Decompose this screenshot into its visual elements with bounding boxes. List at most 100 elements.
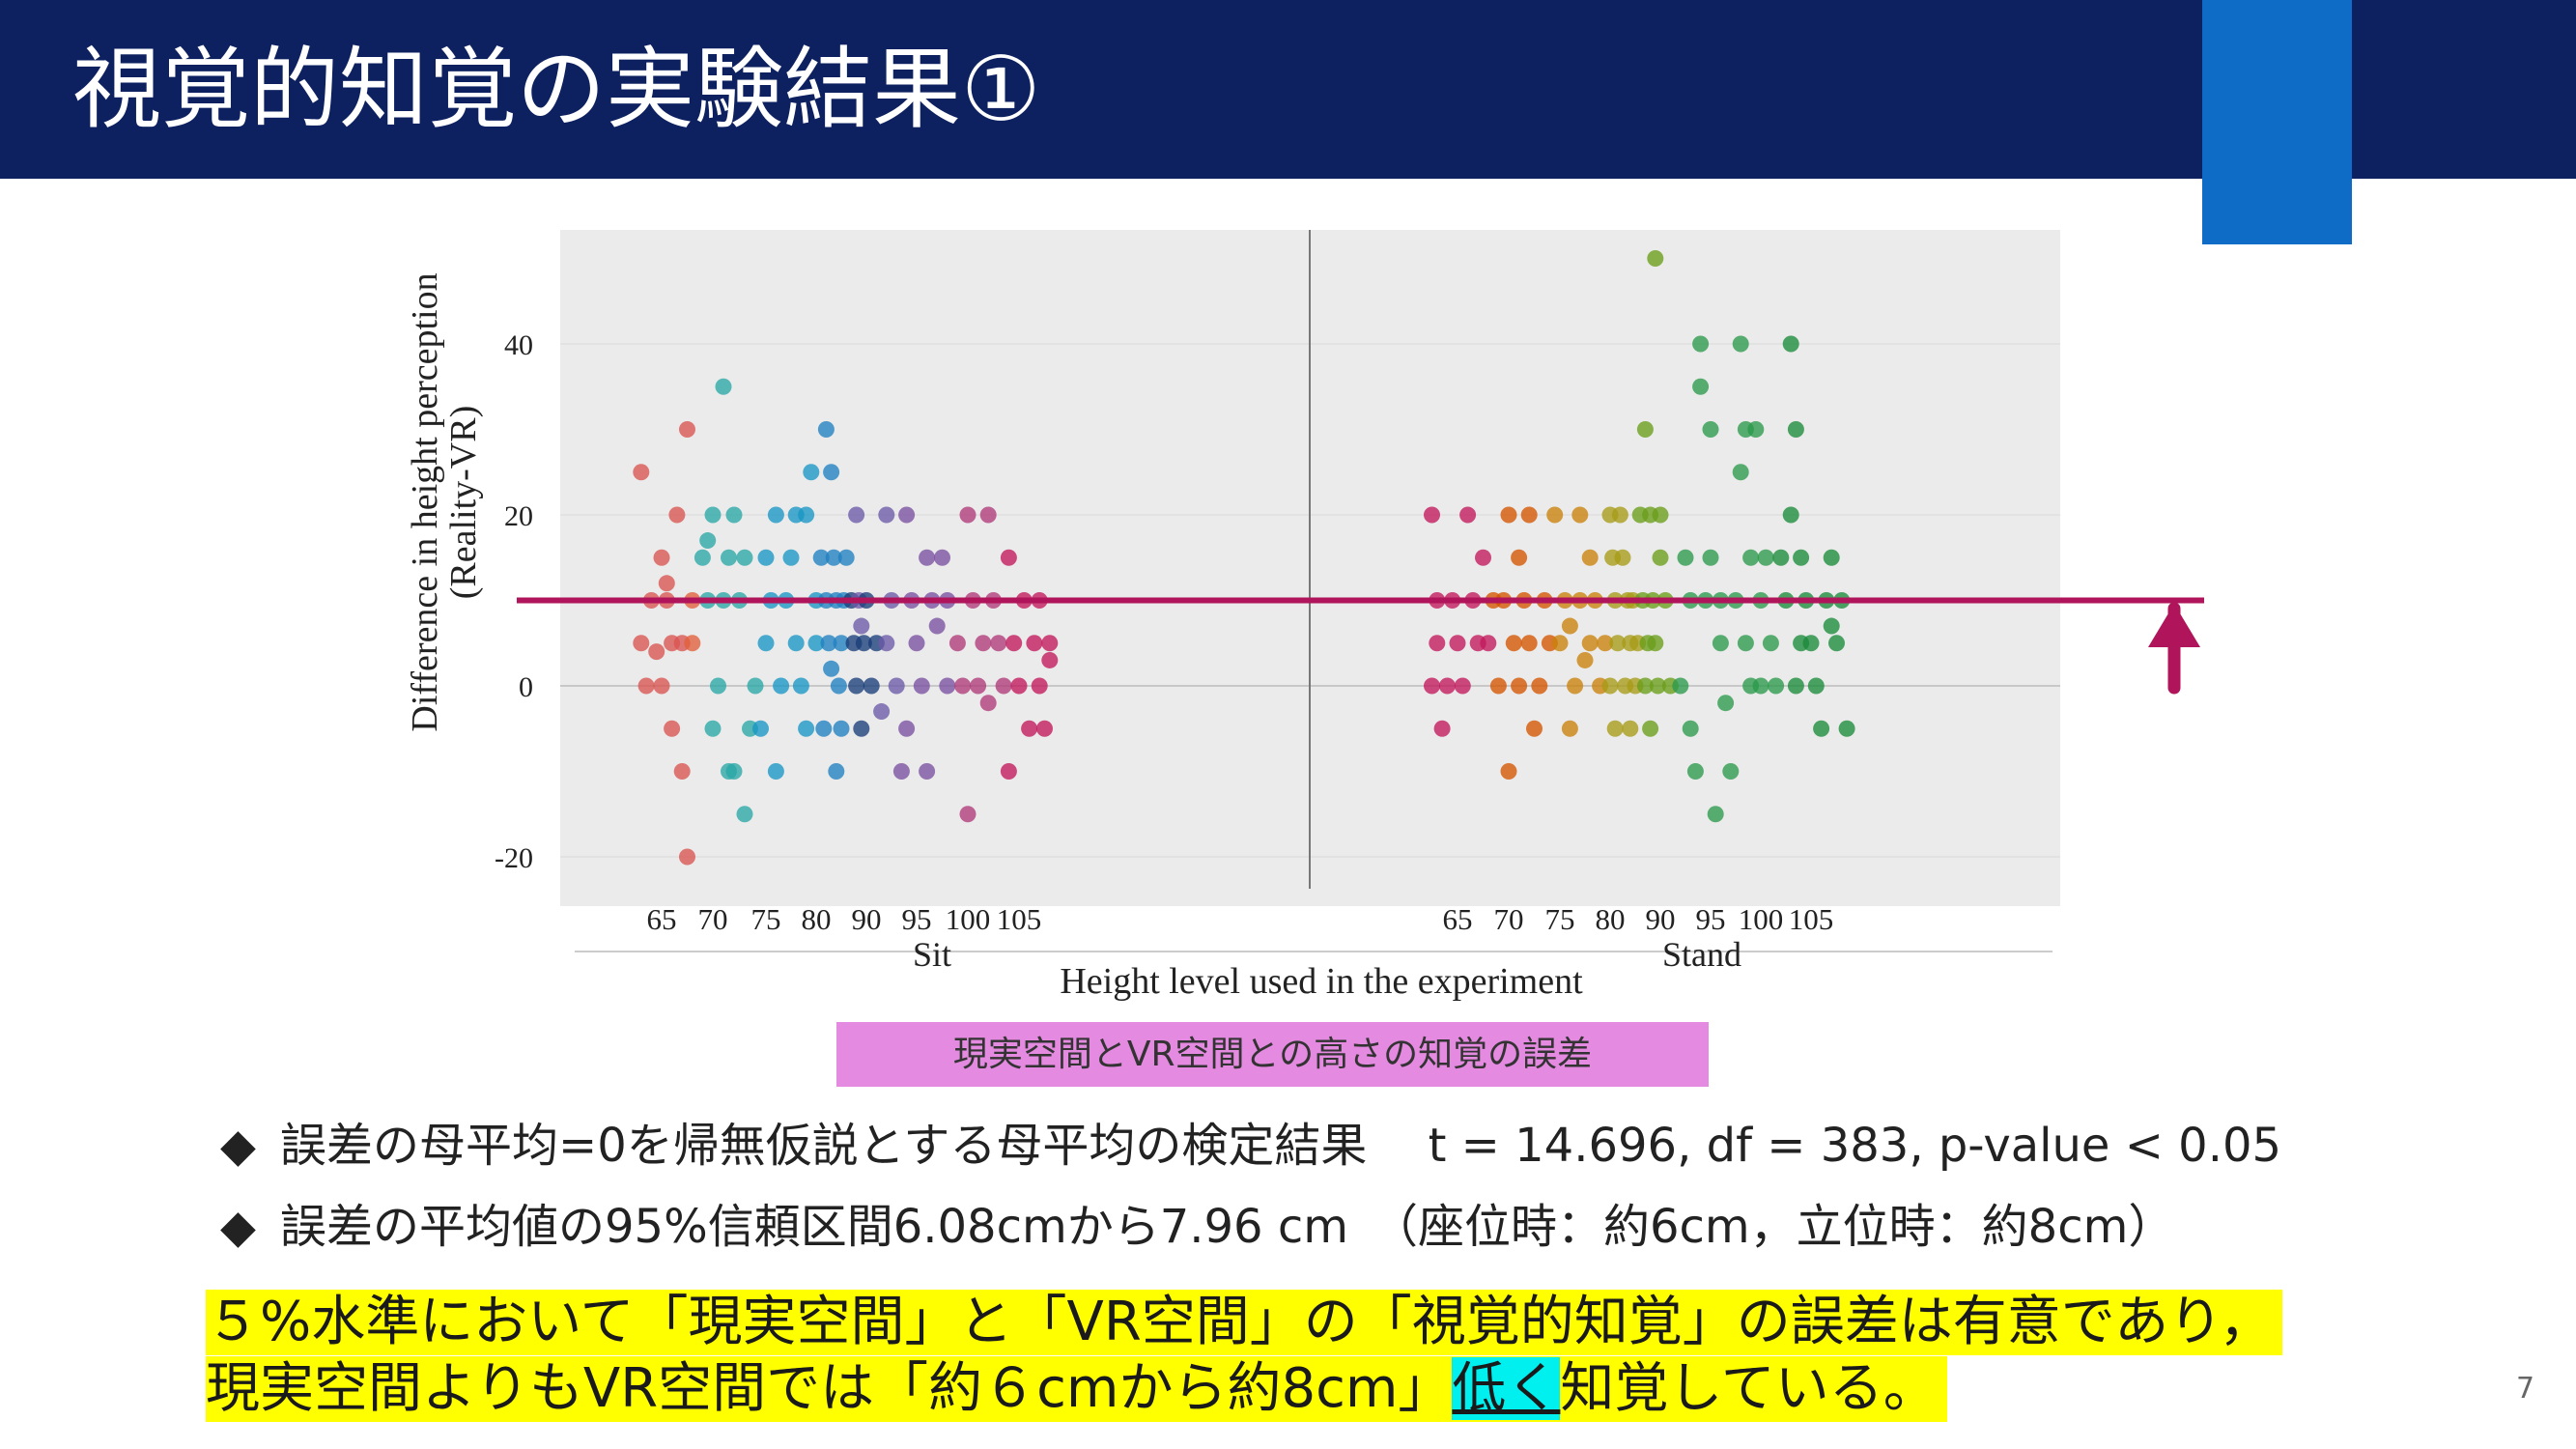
data-point [833, 635, 850, 652]
up-arrow-icon [2148, 602, 2200, 695]
x-tick-label: 65 [1443, 902, 1473, 936]
data-point [1782, 506, 1799, 524]
x-tick-labels: 65 70 75 80 90 95 100 105 65 70 75 80 90 95 100 105 [647, 902, 1834, 936]
data-point [1838, 720, 1855, 737]
data-point [787, 635, 805, 652]
data-point [1707, 806, 1724, 823]
data-point [1010, 677, 1028, 695]
data-point [934, 549, 950, 566]
data-point [1438, 677, 1456, 695]
data-point [853, 617, 870, 635]
data-point [878, 635, 895, 652]
data-point [908, 635, 925, 652]
data-point [1449, 635, 1466, 652]
group-label-stand: Stand [1662, 935, 1741, 974]
data-point [1429, 635, 1446, 652]
data-point [807, 635, 825, 652]
data-point [1459, 506, 1477, 524]
data-point [1424, 677, 1440, 695]
data-point [1567, 677, 1584, 695]
group-label-sit: Sit [913, 935, 951, 974]
data-point [825, 549, 842, 566]
data-point [1692, 378, 1710, 395]
data-point [898, 720, 916, 737]
data-point [948, 635, 966, 652]
data-point [1823, 617, 1840, 635]
data-point [1489, 677, 1507, 695]
data-point [664, 720, 681, 737]
data-point [1036, 720, 1053, 737]
data-point [1609, 635, 1627, 652]
data-point [853, 720, 870, 737]
data-point [1000, 763, 1017, 780]
data-point [1571, 506, 1589, 524]
x-axis-label: Height level used in the experiment [1060, 961, 1583, 1002]
data-point [1686, 763, 1704, 780]
data-point [1520, 635, 1538, 652]
data-point [1802, 635, 1820, 652]
data-point [1520, 506, 1538, 524]
x-tick-label: 105 [1789, 902, 1834, 936]
data-point [828, 763, 845, 780]
data-point [954, 677, 972, 695]
data-point [823, 660, 840, 677]
data-point [1652, 549, 1669, 566]
data-point [1622, 720, 1639, 737]
data-point [798, 506, 815, 524]
data-point [1031, 677, 1048, 695]
data-point [1647, 635, 1664, 652]
data-point [817, 421, 835, 438]
emphasis-lower: 低く [1452, 1357, 1561, 1420]
data-point [1041, 651, 1059, 668]
data-point [668, 506, 686, 524]
data-point [653, 677, 670, 695]
y-tick-label: -20 [495, 842, 533, 874]
y-tick-label: 20 [504, 500, 533, 532]
data-point [1636, 421, 1654, 438]
data-point [878, 506, 895, 524]
data-point [721, 549, 737, 566]
slide-title: 視覚的知覚の実験結果① [72, 38, 1041, 141]
data-point [1828, 635, 1845, 652]
diamond-bullet-icon: ◆ [220, 1200, 256, 1254]
data-point [767, 763, 784, 780]
data-point [1642, 720, 1659, 737]
data-point [1768, 677, 1785, 695]
y-tick-labels: -20 0 20 40 [495, 329, 533, 874]
data-point [710, 677, 726, 695]
bullet-test-result: ◆ 誤差の母平均=0を帰無仮説とする母平均の検定結果 t = 14.696, df… [220, 1117, 2281, 1175]
x-tick-label: 70 [698, 902, 728, 936]
data-point [812, 549, 830, 566]
data-point [1823, 549, 1840, 566]
scatter-chart: -20 0 20 40 65 70 75 80 90 95 100 105 65 70 75 80 90 95 1… [386, 213, 2222, 1024]
x-tick-label: 105 [997, 902, 1042, 936]
x-tick-label: 65 [647, 902, 677, 936]
data-point [1732, 335, 1749, 353]
data-point [1500, 506, 1517, 524]
data-point [648, 643, 665, 661]
data-point [979, 506, 997, 524]
data-point [1606, 720, 1624, 737]
data-point [658, 575, 675, 592]
data-point [725, 506, 743, 524]
slide-number: 7 [2516, 1372, 2535, 1406]
bullet-text: 誤差の平均値の95%信頼区間6.08cmから7.96 cm （座位時：約6cm，… [280, 1200, 2175, 1254]
data-point [1000, 549, 1017, 566]
x-tick-label: 70 [1494, 902, 1524, 936]
data-point [1807, 677, 1825, 695]
data-point [633, 464, 650, 481]
data-point [1677, 549, 1694, 566]
data-point [1752, 677, 1769, 695]
y-tick-label: 40 [504, 329, 533, 361]
data-point [1717, 695, 1735, 712]
x-tick-label: 80 [1596, 902, 1626, 936]
data-point [1757, 549, 1774, 566]
data-point [736, 806, 753, 823]
data-point [792, 677, 809, 695]
data-point [975, 635, 992, 652]
data-point [1762, 635, 1779, 652]
data-point [815, 720, 833, 737]
data-point [1702, 549, 1719, 566]
data-point [1454, 677, 1471, 695]
accent-block [2202, 0, 2352, 244]
